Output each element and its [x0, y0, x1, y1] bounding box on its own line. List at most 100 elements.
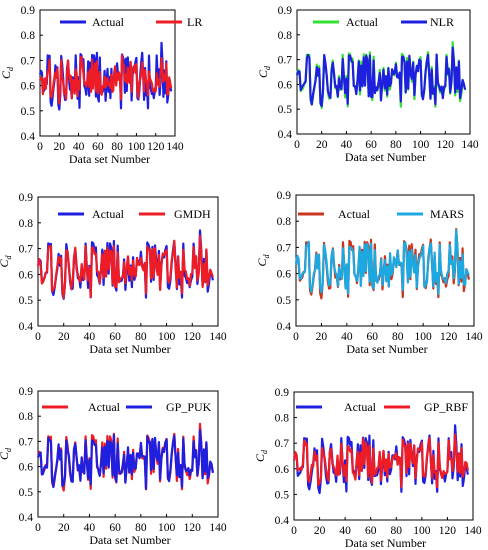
y-axis-label: Cd — [255, 253, 271, 266]
y-tick-label: 0.4 — [19, 512, 34, 524]
y-tick-label: 0.8 — [278, 30, 293, 42]
y-tick-label: 0.5 — [277, 295, 292, 307]
chart-panel-5: 0.4 0.5 0.6 0.7 0.8 0.9 0 20 40 60 80 100 120 140 Data… — [0, 386, 227, 547]
x-tick-label: 40 — [341, 139, 353, 151]
x-tick-label: 0 — [293, 331, 299, 343]
x-tick-label: 140 — [166, 141, 184, 153]
x-tick-label: 100 — [413, 525, 431, 537]
y-tick-label: 0.9 — [19, 386, 34, 398]
legend-label-lr: LR — [187, 15, 202, 29]
x-tick-label: 20 — [316, 139, 328, 151]
x-tick-label: 120 — [440, 331, 458, 343]
y-tick-label: 0.9 — [19, 192, 34, 204]
x-tick-label: 0 — [35, 331, 41, 343]
x-axis-label: Data set Number — [89, 342, 170, 356]
x-tick-label: 80 — [111, 141, 123, 153]
x-tick-label: 80 — [390, 139, 402, 151]
x-tick-label: 20 — [54, 141, 66, 153]
y-tick-label: 0.4 — [21, 131, 36, 143]
x-tick-label: 20 — [316, 331, 328, 343]
x-tick-label: 120 — [184, 522, 202, 534]
y-axis-label: Cd — [256, 65, 272, 78]
y-tick-label: 0.7 — [278, 55, 293, 67]
x-tick-label: 140 — [209, 522, 227, 534]
series-line-lr — [38, 54, 173, 105]
x-tick-label: 60 — [365, 139, 377, 151]
y-tick-label: 0.9 — [278, 5, 293, 17]
y-axis-label: Cd — [253, 449, 269, 462]
y-tick-label: 0.5 — [275, 489, 290, 501]
x-tick-label: 20 — [314, 525, 326, 537]
y-axis-label: Cd — [0, 66, 15, 79]
y-tick-label: 0.4 — [277, 321, 292, 333]
chart-panel-1: 0.4 0.5 0.6 0.7 0.8 0.9 0 20 40 60 80 100 120 140 Data… — [0, 5, 202, 166]
x-tick-label: 140 — [461, 139, 479, 151]
y-tick-label: 0.5 — [278, 104, 293, 116]
x-tick-label: 0 — [35, 522, 41, 534]
legend-label-actual: Actual — [92, 15, 125, 29]
x-tick-label: 80 — [392, 331, 404, 343]
x-tick-label: 40 — [84, 331, 96, 343]
y-tick-label: 0.5 — [21, 106, 36, 118]
y-tick-label: 0.9 — [275, 387, 290, 399]
y-tick-label: 0.6 — [21, 81, 36, 93]
x-tick-label: 120 — [147, 141, 165, 153]
x-tick-label: 0 — [291, 525, 297, 537]
legend-label-actual: Actual — [88, 400, 121, 414]
x-axis-label: Data set Number — [345, 150, 426, 164]
y-tick-label: 0.8 — [19, 411, 34, 423]
x-tick-label: 60 — [367, 331, 379, 343]
y-tick-label: 0.7 — [19, 436, 34, 448]
x-tick-label: 20 — [58, 522, 70, 534]
x-tick-label: 80 — [135, 331, 147, 343]
y-tick-label: 0.9 — [21, 5, 36, 17]
series-line-gp_puk — [36, 429, 214, 490]
y-tick-label: 0.8 — [19, 218, 34, 230]
x-tick-label: 20 — [58, 331, 70, 343]
legend-label-nlr: NLR — [430, 15, 454, 29]
series-line-gp_rbf — [292, 433, 469, 489]
legend-label-gp_puk: GP_PUK — [166, 400, 212, 414]
y-tick-label: 0.5 — [19, 295, 34, 307]
x-tick-label: 120 — [184, 331, 202, 343]
x-tick-label: 40 — [84, 522, 96, 534]
y-axis-label: Cd — [0, 447, 13, 460]
y-tick-label: 0.4 — [275, 515, 290, 527]
x-axis-label: Data set Number — [346, 342, 427, 356]
x-tick-label: 100 — [158, 331, 176, 343]
x-tick-label: 80 — [135, 522, 147, 534]
y-tick-label: 0.6 — [278, 79, 293, 91]
legend-label-actual: Actual — [344, 400, 377, 414]
y-tick-label: 0.4 — [278, 129, 293, 141]
legend-label-actual: Actual — [338, 207, 371, 221]
y-tick-label: 0.6 — [19, 269, 34, 281]
y-tick-label: 0.7 — [19, 244, 34, 256]
x-tick-label: 100 — [158, 522, 176, 534]
y-tick-label: 0.6 — [275, 464, 290, 476]
legend-label-mars: MARS — [430, 207, 464, 221]
x-tick-label: 100 — [412, 139, 430, 151]
y-tick-label: 0.8 — [277, 216, 292, 228]
y-tick-label: 0.9 — [277, 190, 292, 202]
x-tick-label: 60 — [109, 331, 121, 343]
x-tick-label: 140 — [209, 331, 227, 343]
series-line-gmdh — [36, 234, 214, 299]
y-tick-label: 0.6 — [19, 462, 34, 474]
y-tick-label: 0.8 — [21, 30, 36, 42]
y-tick-label: 0.7 — [277, 242, 292, 254]
x-axis-label: Data set Number — [69, 152, 150, 166]
x-tick-label: 100 — [128, 141, 146, 153]
x-tick-label: 100 — [415, 331, 433, 343]
x-axis-label: Data set Number — [345, 536, 426, 550]
y-tick-label: 0.7 — [275, 438, 290, 450]
x-tick-label: 80 — [391, 525, 403, 537]
legend-label-actual: Actual — [346, 15, 379, 29]
x-tick-label: 60 — [365, 525, 377, 537]
y-tick-label: 0.7 — [21, 55, 36, 67]
y-axis-label: Cd — [0, 254, 13, 267]
chart-panel-6: 0.4 0.5 0.6 0.7 0.8 0.9 0 20 40 60 80 100 120 140 Data… — [253, 387, 482, 550]
x-tick-label: 40 — [341, 331, 353, 343]
y-tick-label: 0.4 — [19, 321, 34, 333]
x-tick-label: 120 — [439, 525, 457, 537]
x-tick-label: 140 — [465, 331, 483, 343]
